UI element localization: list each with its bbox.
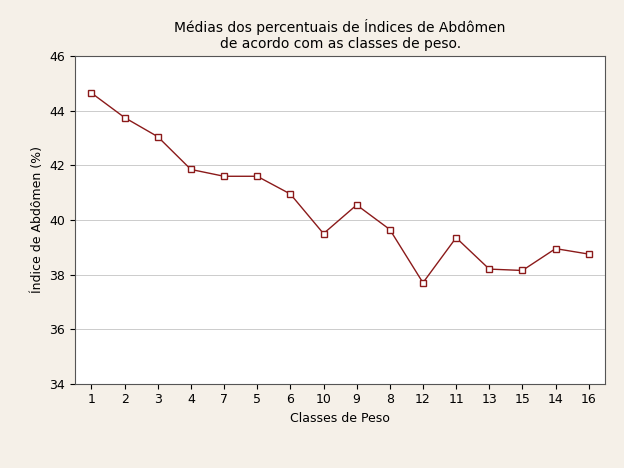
Média <box>220 174 228 179</box>
Line: Média: Média <box>89 90 592 285</box>
Média <box>88 90 95 96</box>
X-axis label: Classes de Peso: Classes de Peso <box>290 412 390 425</box>
Média <box>253 174 261 179</box>
Média <box>353 202 361 208</box>
Média <box>319 231 327 236</box>
Média <box>154 134 162 139</box>
Média <box>485 266 493 272</box>
Média <box>419 280 427 285</box>
Média <box>121 115 129 120</box>
Média <box>452 235 460 241</box>
Média <box>519 268 526 273</box>
Média <box>187 167 195 172</box>
Média <box>386 227 394 232</box>
Média <box>286 191 294 197</box>
Média <box>585 251 592 257</box>
Y-axis label: Índice de Abdômen (%): Índice de Abdômen (%) <box>31 146 44 293</box>
Title: Médias dos percentuais de Índices de Abdômen
de acordo com as classes de peso.: Médias dos percentuais de Índices de Abd… <box>174 19 506 51</box>
Média <box>552 246 559 251</box>
